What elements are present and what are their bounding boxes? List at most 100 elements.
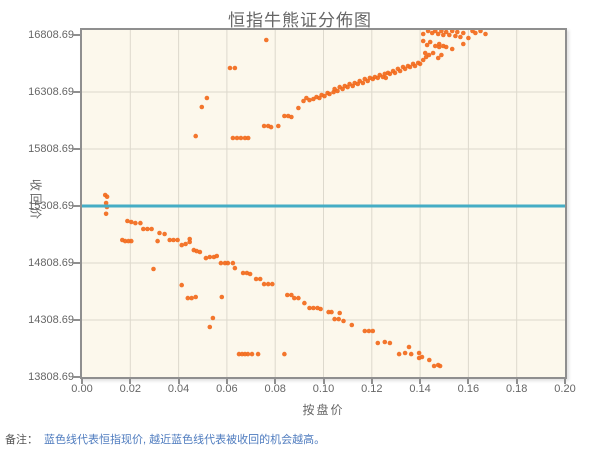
scatter-point-bear-certificates[interactable] — [240, 270, 246, 276]
scatter-point-bull-certificates[interactable] — [447, 32, 452, 38]
scatter-point-bear-certificates[interactable] — [103, 211, 109, 217]
scatter-point-bear-certificates[interactable] — [247, 271, 253, 277]
scatter-point-bear-certificates[interactable] — [336, 316, 341, 322]
scatter-point-bull-certificates[interactable] — [483, 31, 488, 37]
scatter-point-bear-certificates[interactable] — [245, 351, 251, 357]
scatter-point-bear-certificates[interactable] — [285, 292, 290, 298]
scatter-point-bull-certificates[interactable] — [436, 44, 442, 50]
scatter-point-bear-certificates[interactable] — [232, 265, 238, 271]
scatter-point-bull-certificates[interactable] — [435, 31, 441, 37]
scatter-point-bear-certificates[interactable] — [167, 237, 172, 243]
scatter-point-bull-certificates[interactable] — [439, 52, 444, 58]
scatter-point-bull-certificates[interactable] — [193, 133, 198, 139]
scatter-point-bear-certificates[interactable] — [210, 315, 216, 321]
scatter-point-bull-certificates[interactable] — [422, 50, 428, 56]
scatter-point-bear-certificates[interactable] — [362, 328, 368, 334]
scatter-point-bull-certificates[interactable] — [204, 95, 210, 101]
scatter-point-bear-certificates[interactable] — [193, 294, 198, 300]
scatter-point-bear-certificates[interactable] — [270, 281, 275, 287]
scatter-point-bear-certificates[interactable] — [151, 266, 156, 272]
scatter-point-bull-certificates[interactable] — [383, 75, 389, 81]
scatter-point-bull-certificates[interactable] — [268, 124, 274, 130]
scatter-point-bull-certificates[interactable] — [425, 30, 431, 34]
scatter-point-bull-certificates[interactable] — [282, 113, 287, 119]
scatter-point-bear-certificates[interactable] — [179, 242, 184, 248]
scatter-point-bear-certificates[interactable] — [129, 219, 134, 225]
scatter-point-bear-certificates[interactable] — [157, 230, 162, 236]
scatter-point-bear-certificates[interactable] — [396, 351, 402, 357]
scatter-point-bull-certificates[interactable] — [449, 30, 455, 34]
scatter-point-bear-certificates[interactable] — [427, 357, 432, 363]
scatter-point-bear-certificates[interactable] — [431, 363, 437, 369]
scatter-point-bear-certificates[interactable] — [103, 200, 109, 206]
scatter-point-bull-certificates[interactable] — [392, 70, 398, 76]
scatter-point-bull-certificates[interactable] — [261, 123, 267, 129]
scatter-point-bear-certificates[interactable] — [408, 351, 414, 357]
scatter-point-bull-certificates[interactable] — [402, 66, 408, 72]
scatter-point-bull-certificates[interactable] — [335, 88, 340, 94]
scatter-point-bear-certificates[interactable] — [133, 220, 138, 226]
scatter-point-bear-certificates[interactable] — [149, 226, 154, 232]
scatter-point-bear-certificates[interactable] — [203, 255, 209, 261]
scatter-point-bear-certificates[interactable] — [138, 220, 143, 226]
scatter-point-bear-certificates[interactable] — [145, 226, 150, 232]
scatter-point-bull-certificates[interactable] — [242, 135, 248, 141]
scatter-point-bear-certificates[interactable] — [179, 282, 184, 288]
scatter-point-bull-certificates[interactable] — [461, 30, 466, 36]
scatter-point-bear-certificates[interactable] — [387, 340, 393, 346]
scatter-point-bear-certificates[interactable] — [370, 328, 376, 334]
scatter-point-bear-certificates[interactable] — [416, 350, 422, 356]
scatter-point-bull-certificates[interactable] — [232, 65, 238, 71]
scatter-point-bear-certificates[interactable] — [218, 260, 224, 266]
scatter-point-bear-certificates[interactable] — [318, 306, 323, 312]
scatter-point-bear-certificates[interactable] — [419, 354, 425, 360]
scatter-point-bull-certificates[interactable] — [307, 97, 312, 103]
scatter-point-bull-certificates[interactable] — [238, 135, 244, 141]
scatter-point-bull-certificates[interactable] — [227, 65, 233, 71]
scatter-point-bull-certificates[interactable] — [245, 135, 251, 141]
scatter-point-bear-certificates[interactable] — [311, 305, 316, 311]
scatter-point-bear-certificates[interactable] — [197, 249, 203, 255]
scatter-point-bull-certificates[interactable] — [443, 30, 449, 35]
scatter-point-bull-certificates[interactable] — [455, 30, 460, 35]
scatter-point-bear-certificates[interactable] — [104, 194, 110, 199]
scatter-point-bull-certificates[interactable] — [466, 35, 471, 41]
scatter-point-bull-certificates[interactable] — [441, 32, 446, 38]
scatter-point-bear-certificates[interactable] — [257, 276, 263, 282]
scatter-point-bear-certificates[interactable] — [253, 276, 259, 282]
scatter-point-bull-certificates[interactable] — [458, 34, 463, 40]
scatter-point-bear-certificates[interactable] — [122, 238, 128, 244]
scatter-point-bear-certificates[interactable] — [125, 218, 130, 224]
scatter-point-bear-certificates[interactable] — [292, 295, 297, 301]
scatter-point-bull-certificates[interactable] — [199, 104, 205, 110]
scatter-point-bear-certificates[interactable] — [406, 344, 412, 350]
scatter-point-bear-certificates[interactable] — [207, 324, 213, 330]
scatter-point-bear-certificates[interactable] — [382, 339, 388, 345]
scatter-point-bear-certificates[interactable] — [332, 316, 337, 322]
scatter-point-bull-certificates[interactable] — [296, 105, 301, 111]
scatter-point-bull-certificates[interactable] — [420, 38, 426, 44]
scatter-point-bull-certificates[interactable] — [417, 61, 423, 67]
scatter-point-bear-certificates[interactable] — [175, 237, 180, 243]
scatter-point-bull-certificates[interactable] — [449, 46, 455, 52]
scatter-point-bull-certificates[interactable] — [435, 55, 441, 61]
scatter-point-bull-certificates[interactable] — [443, 44, 449, 50]
scatter-point-bear-certificates[interactable] — [249, 351, 255, 357]
scatter-point-bear-certificates[interactable] — [162, 231, 167, 237]
scatter-point-bear-certificates[interactable] — [289, 292, 294, 298]
scatter-point-bull-certificates[interactable] — [234, 135, 240, 141]
scatter-point-bear-certificates[interactable] — [189, 295, 194, 301]
scatter-point-bull-certificates[interactable] — [322, 93, 327, 99]
scatter-point-bull-certificates[interactable] — [439, 30, 444, 34]
scatter-point-bull-certificates[interactable] — [461, 41, 466, 47]
scatter-point-bear-certificates[interactable] — [402, 350, 408, 356]
scatter-point-bear-certificates[interactable] — [375, 340, 381, 346]
scatter-point-bear-certificates[interactable] — [207, 254, 213, 260]
scatter-point-bear-certificates[interactable] — [282, 351, 287, 357]
scatter-point-bull-certificates[interactable] — [423, 54, 429, 60]
scatter-point-bull-certificates[interactable] — [473, 30, 478, 36]
scatter-point-bear-certificates[interactable] — [307, 305, 312, 311]
scatter-point-bear-certificates[interactable] — [366, 328, 372, 334]
scatter-point-bull-certificates[interactable] — [427, 39, 433, 45]
scatter-point-bear-certificates[interactable] — [255, 351, 261, 357]
